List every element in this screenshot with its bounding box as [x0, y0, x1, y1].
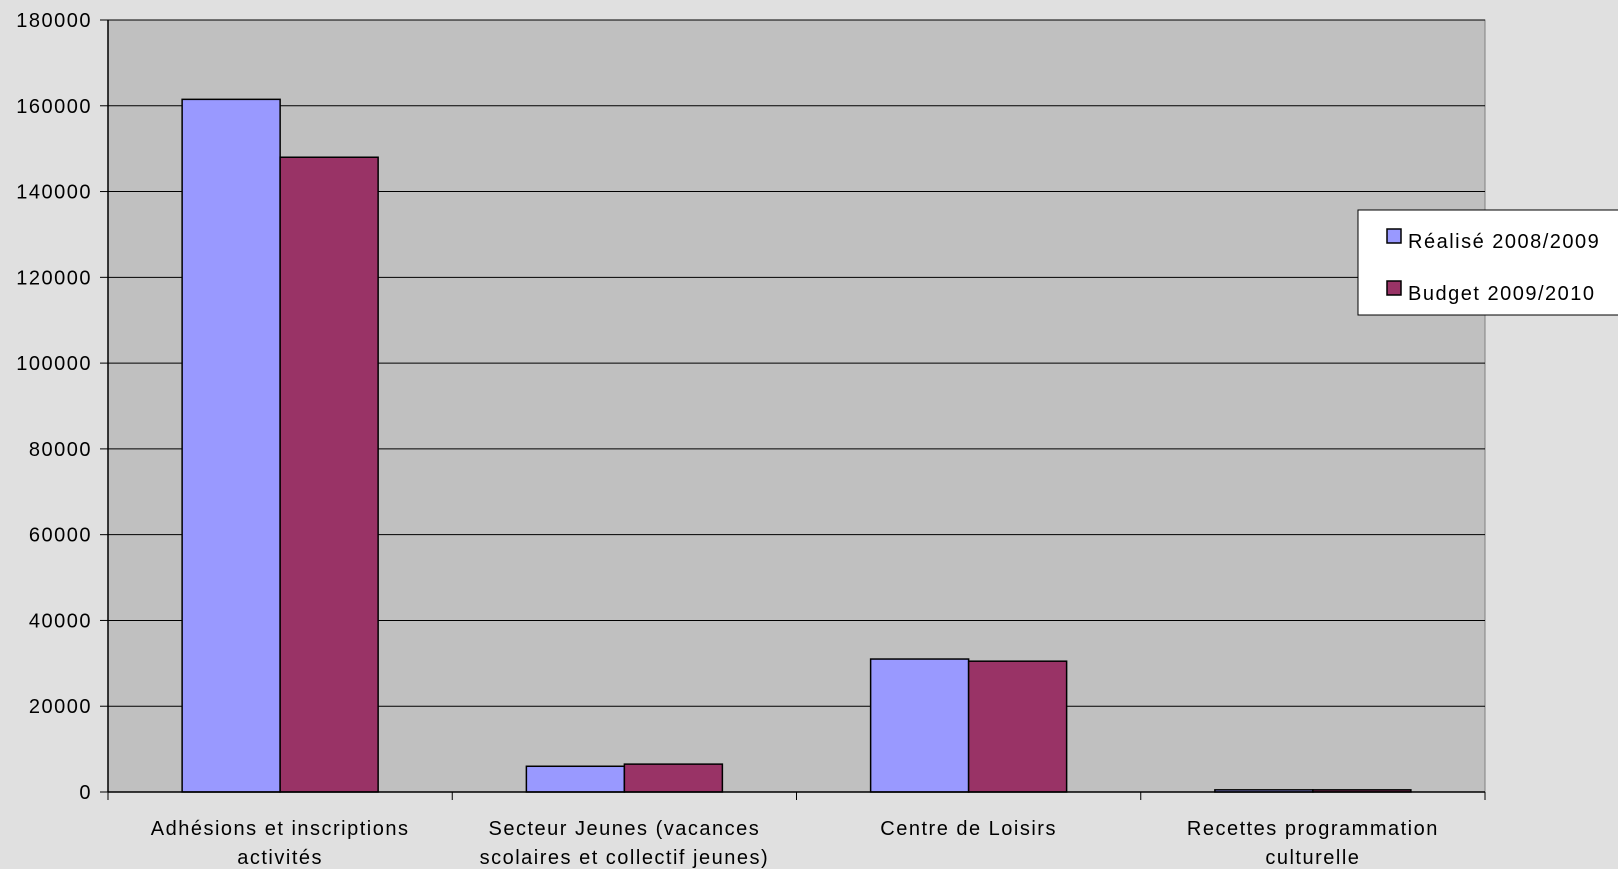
- y-tick-label: 140000: [16, 182, 92, 204]
- bar-realise: [525, 765, 626, 793]
- bar-budget: [967, 660, 1068, 793]
- category-label: activités: [237, 847, 323, 869]
- bar-budget: [279, 156, 379, 793]
- legend-label-realise: Réalisé 2008/2009: [1408, 231, 1600, 253]
- y-tick-label: 20000: [29, 696, 92, 718]
- category-label: scolaires et collectif jeunes): [480, 847, 770, 869]
- y-tick-label: 80000: [29, 439, 92, 461]
- legend-box: [1357, 209, 1618, 316]
- bar-budget: [623, 763, 724, 793]
- bars: [181, 98, 1412, 793]
- bar-realise: [181, 98, 281, 793]
- category-label: culturelle: [1265, 847, 1360, 869]
- y-tick-label: 180000: [16, 10, 92, 32]
- legend-label-budget: Budget 2009/2010: [1408, 283, 1596, 305]
- category-label: Centre de Loisirs: [880, 818, 1057, 840]
- y-tick-label: 40000: [29, 610, 92, 632]
- y-axis-ticks: 0 20000 40000 60000 80000 100000 120000 140000 1…: [16, 10, 108, 804]
- y-tick-label: 0: [79, 782, 92, 804]
- x-axis-labels: Adhésions et inscriptions activités Secteu…: [151, 818, 1439, 869]
- category-label: Recettes programmation: [1187, 818, 1439, 840]
- y-tick-label: 160000: [16, 96, 92, 118]
- legend-swatch-realise: [1386, 228, 1402, 244]
- y-tick-label: 100000: [16, 353, 92, 375]
- bar-realise: [869, 658, 970, 793]
- y-tick-label: 60000: [29, 525, 92, 547]
- legend-swatch-budget: [1386, 280, 1402, 296]
- category-label: Secteur Jeunes (vacances: [489, 818, 761, 840]
- y-tick-label: 120000: [16, 267, 92, 289]
- legend: Réalisé 2008/2009 Budget 2009/2010: [1357, 209, 1618, 316]
- axes: [107, 20, 1486, 800]
- category-label: Adhésions et inscriptions: [151, 818, 410, 840]
